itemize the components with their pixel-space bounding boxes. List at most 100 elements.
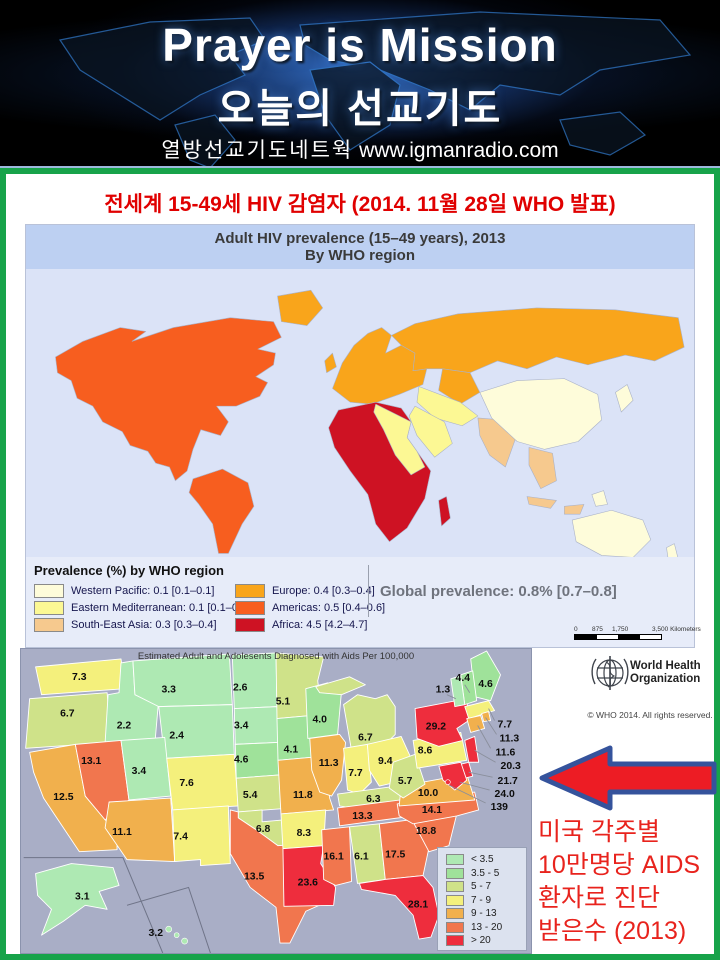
state-value-MI: 6.7: [358, 732, 373, 743]
global-prevalence: Global prevalence: 0.8% [0.7–0.8]: [380, 583, 617, 600]
header-worldmap-graphic: [59, 11, 692, 166]
state-value-NY: 29.2: [426, 721, 446, 732]
state-NM: [172, 805, 231, 867]
legend-label: 5 - 7: [471, 881, 492, 893]
network-name: 열방선교기도네트웍: [161, 139, 354, 162]
state-FL: [359, 875, 440, 940]
state-value-VT: 1.3: [436, 685, 451, 696]
state-WV: [388, 753, 426, 799]
red-arrow: [536, 740, 720, 821]
website-url: www.igmanradio.com: [359, 139, 559, 162]
header-subtitle: 오늘의 선교기도: [217, 87, 503, 131]
state-value-MO: 11.8: [293, 790, 313, 801]
state-CT: [466, 715, 486, 733]
who-logo-text: World Health Organization: [630, 660, 701, 686]
state-value-WA: 7.3: [72, 672, 87, 683]
state-value-MT: 3.3: [161, 685, 176, 696]
state-value-GA: 17.5: [385, 850, 405, 861]
region-indochina: [528, 447, 557, 489]
us-legend-item: 5 - 7: [446, 880, 526, 894]
us-legend-item: > 20: [446, 934, 526, 948]
state-OR: [25, 692, 112, 749]
region-japan: [615, 384, 634, 413]
who-legend-item: Western Pacific: 0.1 [0.1–0.1]: [34, 582, 250, 599]
us-map-graphic: 7.3 6.7 12.5 13.1 2.2 3.3 2.4 3.4 11.1 7.6 7.4 2.6 3…: [23, 650, 521, 953]
legend-swatch: [235, 600, 265, 615]
us-legend-item: 7 - 9: [446, 894, 526, 908]
legend-label: 9 - 13: [471, 908, 497, 920]
region-greenland: [277, 289, 323, 326]
state-value-IN: 7.7: [348, 768, 363, 779]
state-value-ME: 4.6: [478, 679, 493, 690]
state-value-OR: 6.7: [60, 709, 75, 720]
region-arabia: [408, 405, 453, 458]
region-central-asia: [438, 368, 481, 405]
who-world-map-block: Adult HIV prevalence (15–49 years), 2013…: [25, 224, 701, 648]
state-AZ: [104, 797, 176, 863]
legend-label: Europe: 0.4 [0.3–0.4]: [272, 584, 375, 597]
state-AK: [35, 863, 120, 936]
who-legend: Prevalence (%) by WHO region Western Pac…: [26, 557, 701, 647]
state-value-ND: 2.6: [233, 683, 248, 694]
who-legend-item: Eastern Mediterranean: 0.1 [0.1–0.1]: [34, 599, 250, 616]
state-value-MS: 16.1: [323, 852, 343, 863]
content-frame: 전세계 15-49세 HIV 감염자 (2014. 11월 28일 WHO 발표…: [0, 168, 720, 960]
who-legend-item: Africa: 4.5 [4.2–4.7]: [235, 616, 385, 633]
legend-swatch: [446, 935, 464, 947]
who-legend-item: South-East Asia: 0.3 [0.3–0.4]: [34, 616, 250, 633]
state-value-NE: 4.6: [234, 754, 249, 765]
us-map-block: 7.3 6.7 12.5 13.1 2.2 3.3 2.4 3.4 11.1 7.6 7.4 2.6 3…: [20, 648, 532, 954]
state-CO: [166, 753, 239, 811]
state-value-FL: 28.1: [408, 899, 428, 910]
region-australia: [571, 509, 652, 557]
us-legend-item: < 3.5: [446, 853, 526, 867]
state-value-MA: 7.7: [498, 719, 513, 730]
who-copyright: © WHO 2014. All rights reserved.: [587, 710, 713, 720]
state-value-NH: 4.4: [456, 673, 471, 684]
world-map-area: [26, 269, 694, 557]
who-map-title-line2: By WHO region: [304, 247, 415, 264]
scale-tick: 0: [574, 626, 578, 633]
legend-label: South-East Asia: 0.3 [0.3–0.4]: [71, 618, 217, 631]
legend-swatch: [34, 617, 64, 632]
legend-swatch: [34, 583, 64, 598]
legend-label: Americas: 0.5 [0.4–0.6]: [272, 601, 386, 614]
state-value-NM: 7.4: [173, 832, 188, 843]
state-value-PA: 8.6: [418, 745, 433, 756]
state-value-OK: 6.8: [256, 824, 271, 835]
annotation-line: 환자로 진단: [538, 884, 660, 912]
scale-tick: 3,500 Kilometers: [652, 626, 701, 633]
state-RI: [481, 711, 492, 722]
state-MS: [321, 826, 352, 886]
region-new-zealand: [666, 543, 678, 557]
legend-swatch: [235, 617, 265, 632]
state-value-TN: 13.3: [352, 811, 372, 822]
region-china: [479, 378, 602, 450]
state-MD: [438, 761, 468, 791]
state-MA: [464, 700, 496, 719]
region-indonesia: [526, 496, 585, 515]
state-value-AK: 3.1: [75, 891, 90, 902]
region-uk: [324, 352, 337, 374]
state-value-DC: 139: [491, 802, 509, 813]
state-value-labels: 7.3 6.7 12.5 13.1 2.2 3.3 2.4 3.4 11.1 7.6 7.4 2.6 3…: [53, 672, 521, 939]
region-madagascar: [438, 496, 451, 527]
state-value-CT: 11.6: [496, 747, 516, 758]
state-value-HI: 3.2: [149, 928, 164, 939]
who-map-title-line1: Adult HIV prevalence (15–49 years), 2013: [214, 230, 506, 247]
scale-bar-graphic: [574, 634, 662, 640]
legend-label: 7 - 9: [471, 894, 492, 906]
page-title: 전세계 15-49세 HIV 감염자 (2014. 11월 28일 WHO 발표…: [104, 193, 616, 216]
state-value-NV: 13.1: [81, 756, 101, 767]
legend-label: 3.5 - 5: [471, 867, 500, 879]
state-value-MN: 5.1: [276, 697, 291, 708]
legend-swatch: [446, 881, 464, 893]
annotation-text: 미국 각주별 10만명당 AIDS 환자로 진단 받은수 (2013): [538, 816, 720, 948]
state-value-AL: 6.1: [354, 852, 369, 863]
who-legend-title: Prevalence (%) by WHO region: [34, 563, 224, 578]
scale-ticks: 0 875 1,750 3,500 Kilometers: [574, 626, 701, 634]
legend-label: Africa: 4.5 [4.2–4.7]: [272, 618, 368, 631]
who-map-title: Adult HIV prevalence (15–49 years), 2013…: [26, 225, 694, 269]
